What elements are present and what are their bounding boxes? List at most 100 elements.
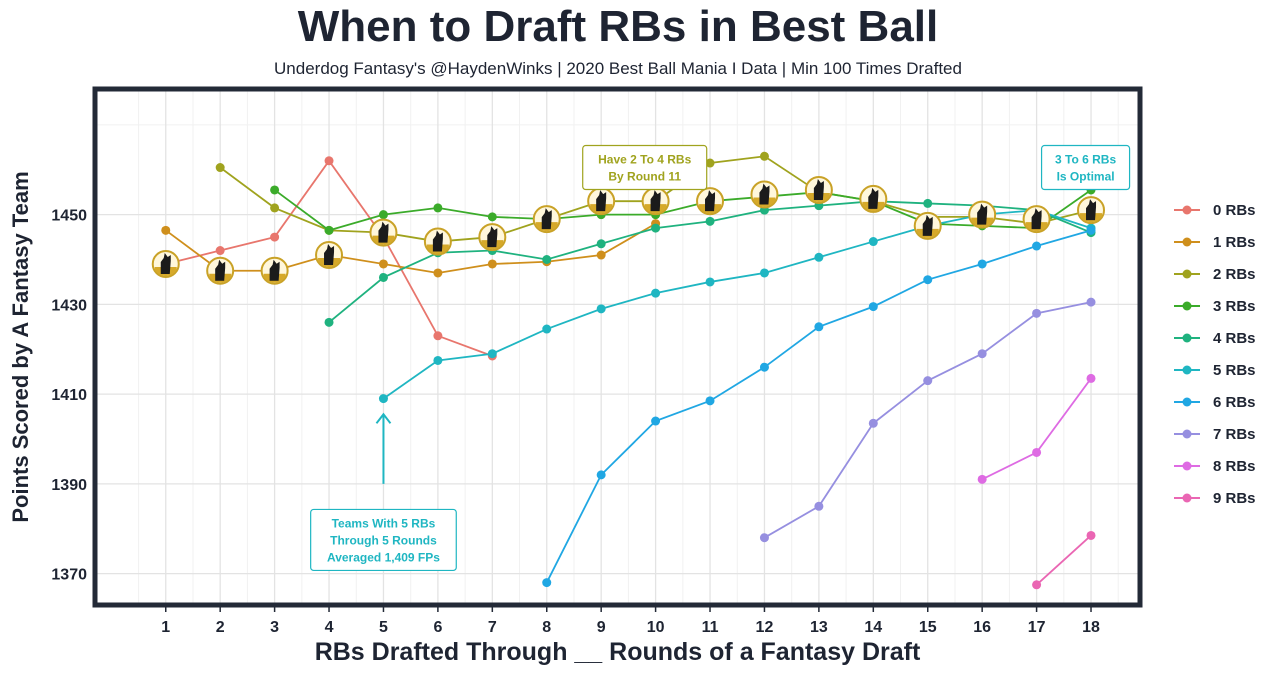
data-point	[868, 302, 878, 312]
x-tick-label: 9	[597, 619, 606, 636]
legend-key-point	[1182, 397, 1192, 407]
chart-subtitle: Underdog Fantasy's @HaydenWinks | 2020 B…	[274, 59, 962, 78]
data-point	[759, 533, 769, 543]
x-axis-title: RBs Drafted Through __ Rounds of a Fanta…	[315, 638, 921, 666]
series-line	[274, 189, 1092, 232]
data-point	[1086, 373, 1096, 383]
x-tick-label: 13	[810, 619, 828, 636]
data-point	[487, 349, 497, 359]
series-line	[1035, 534, 1092, 586]
optimal-marker-icon	[478, 223, 507, 252]
x-tick-label: 7	[488, 619, 497, 636]
chart-title: When to Draft RBs in Best Ball	[297, 2, 939, 51]
marker-silhouette	[1031, 208, 1042, 230]
marker-silhouette	[759, 183, 770, 205]
data-point	[596, 470, 606, 480]
legend-key-point	[1182, 237, 1192, 247]
data-point	[651, 288, 661, 298]
data-point	[433, 268, 443, 278]
annotation-text: Averaged 1,409 FPs	[327, 550, 440, 564]
data-point	[705, 396, 715, 406]
optimal-marker-icon	[151, 249, 180, 278]
legend-item: 7 RBs	[1213, 426, 1256, 443]
optimal-marker-icon	[968, 200, 997, 229]
data-point	[542, 255, 552, 265]
optimal-marker-icon	[423, 227, 452, 256]
data-point	[1032, 308, 1042, 318]
data-point	[923, 275, 933, 285]
data-point	[542, 578, 552, 588]
optimal-marker-icon	[315, 241, 344, 270]
marker-silhouette	[813, 178, 824, 200]
marker-silhouette	[269, 259, 280, 281]
x-tick-label: 10	[647, 619, 665, 636]
data-point	[977, 474, 987, 484]
data-point	[596, 250, 606, 260]
optimal-marker-icon	[532, 205, 561, 234]
data-point	[651, 416, 661, 426]
data-point	[324, 156, 334, 166]
x-tick-label: 4	[325, 619, 334, 636]
data-point	[215, 163, 225, 173]
optimal-marker-icon	[641, 187, 670, 216]
data-point	[1032, 241, 1042, 251]
optimal-marker-icon	[369, 218, 398, 247]
marker-silhouette	[1086, 199, 1097, 221]
marker-silhouette	[650, 190, 661, 212]
x-tick-label: 1	[161, 619, 170, 636]
legend-key-point	[1182, 365, 1192, 375]
optimal-marker-icon	[750, 180, 779, 209]
optimal-marker-icon	[696, 187, 725, 216]
legend-item: 4 RBs	[1213, 330, 1256, 347]
marker-silhouette	[378, 221, 389, 243]
data-point	[651, 223, 661, 233]
data-point	[161, 225, 171, 235]
data-point	[215, 246, 225, 256]
data-point	[814, 501, 824, 511]
data-point	[1086, 225, 1096, 235]
annotation-box	[1040, 144, 1131, 191]
data-point	[270, 185, 280, 195]
marker-silhouette	[922, 214, 933, 236]
annotation-text: By Round 11	[608, 170, 681, 184]
legend-item: 1 RBs	[1213, 234, 1256, 251]
plot-border	[92, 86, 1143, 608]
y-tick-label: 1390	[51, 477, 87, 494]
annotation-text: Is Optimal	[1057, 170, 1115, 184]
x-tick-label: 18	[1082, 619, 1100, 636]
optimal-marker-icon	[804, 175, 833, 204]
legend-item: 8 RBs	[1213, 458, 1256, 475]
legend-key-point	[1182, 269, 1192, 279]
legend-key-point	[1182, 205, 1192, 215]
legend-item: 5 RBs	[1213, 362, 1256, 379]
data-point	[759, 268, 769, 278]
x-tick-label: 8	[542, 619, 551, 636]
legend-item: 0 RBs	[1213, 202, 1256, 219]
y-tick-label: 1410	[51, 387, 87, 404]
arrow-head	[375, 412, 392, 424]
data-point	[705, 158, 715, 168]
annotation-box	[582, 144, 708, 191]
y-axis-title: Points Scored by A Fantasy Team	[8, 171, 33, 522]
y-tick-label: 1370	[51, 567, 87, 584]
annotation-box	[310, 508, 457, 572]
data-point	[378, 259, 388, 269]
marker-silhouette	[160, 252, 171, 274]
marker-silhouette	[977, 203, 988, 225]
legend-key-point	[1182, 493, 1192, 503]
data-point	[923, 376, 933, 386]
data-point	[433, 331, 443, 341]
data-point	[1032, 447, 1042, 457]
data-point	[1086, 297, 1096, 307]
x-tick-label: 2	[216, 619, 225, 636]
data-point	[596, 304, 606, 314]
x-tick-label: 14	[864, 619, 882, 636]
data-point	[923, 198, 933, 208]
optimal-marker-icon	[1022, 205, 1051, 234]
annotation-text: Teams With 5 RBs	[332, 516, 436, 530]
data-point	[270, 232, 280, 242]
x-tick-label: 15	[919, 619, 937, 636]
legend-key-point	[1182, 429, 1192, 439]
marker-silhouette	[868, 187, 879, 209]
